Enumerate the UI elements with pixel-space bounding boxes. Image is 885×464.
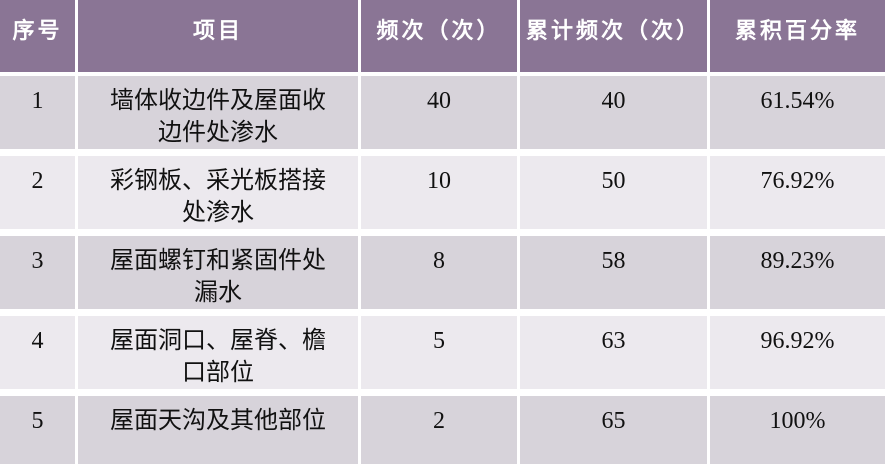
table-row: 2 彩钢板、采光板搭接处渗水 10 50 76.92% <box>0 156 885 236</box>
cell-cum-pct: 76.92% <box>707 156 885 236</box>
table-row: 3 屋面螺钉和紧固件处漏水 8 58 89.23% <box>0 236 885 316</box>
table-body: 1 墙体收边件及屋面收边件处渗水 40 40 61.54% 2 彩钢板、采光板搭… <box>0 76 885 464</box>
cell-serial: 1 <box>0 76 75 156</box>
cell-item: 屋面洞口、屋脊、檐口部位 <box>75 316 358 396</box>
header-row: 序号 项目 频次（次） 累计频次（次） 累积百分率 <box>0 0 885 76</box>
cell-freq: 2 <box>358 396 517 464</box>
table-row: 4 屋面洞口、屋脊、檐口部位 5 63 96.92% <box>0 316 885 396</box>
cell-cum-freq: 58 <box>517 236 707 316</box>
cell-cum-pct: 96.92% <box>707 316 885 396</box>
cell-freq: 8 <box>358 236 517 316</box>
cell-cum-freq: 50 <box>517 156 707 236</box>
cell-cum-freq: 63 <box>517 316 707 396</box>
col-header-freq: 频次（次） <box>358 0 517 76</box>
cell-serial: 5 <box>0 396 75 464</box>
table-header: 序号 项目 频次（次） 累计频次（次） 累积百分率 <box>0 0 885 76</box>
cell-serial: 2 <box>0 156 75 236</box>
cell-cum-pct: 89.23% <box>707 236 885 316</box>
col-header-item: 项目 <box>75 0 358 76</box>
cell-cum-pct: 61.54% <box>707 76 885 156</box>
cell-serial: 4 <box>0 316 75 396</box>
col-header-serial: 序号 <box>0 0 75 76</box>
cell-item: 墙体收边件及屋面收边件处渗水 <box>75 76 358 156</box>
cell-serial: 3 <box>0 236 75 316</box>
col-header-cum-freq: 累计频次（次） <box>517 0 707 76</box>
cell-item: 彩钢板、采光板搭接处渗水 <box>75 156 358 236</box>
cell-cum-freq: 65 <box>517 396 707 464</box>
cell-cum-freq: 40 <box>517 76 707 156</box>
cell-item: 屋面螺钉和紧固件处漏水 <box>75 236 358 316</box>
table-row: 1 墙体收边件及屋面收边件处渗水 40 40 61.54% <box>0 76 885 156</box>
cell-item: 屋面天沟及其他部位 <box>75 396 358 464</box>
cell-freq: 10 <box>358 156 517 236</box>
col-header-cum-pct: 累积百分率 <box>707 0 885 76</box>
cell-freq: 40 <box>358 76 517 156</box>
cell-freq: 5 <box>358 316 517 396</box>
cell-cum-pct: 100% <box>707 396 885 464</box>
table-row: 5 屋面天沟及其他部位 2 65 100% <box>0 396 885 464</box>
